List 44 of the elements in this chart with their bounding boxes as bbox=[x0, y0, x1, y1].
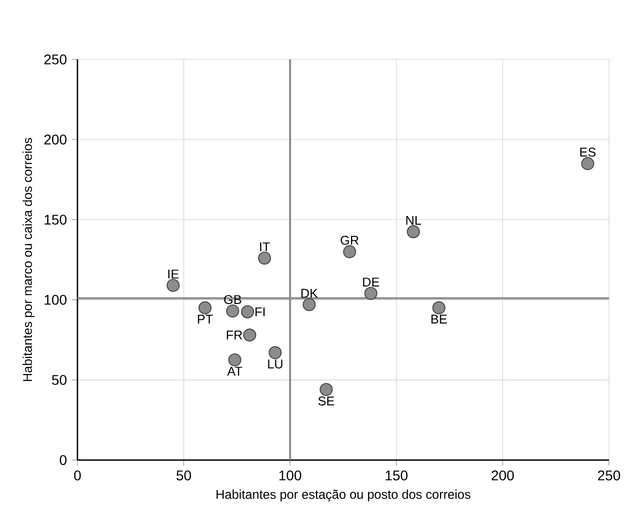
annotation: PT bbox=[198, 314, 213, 324]
y-axis-title: Habitantes por marco ou caixa dos correios bbox=[22, 138, 34, 381]
point bbox=[268, 346, 282, 360]
point bbox=[198, 301, 212, 314]
annotation: AT bbox=[227, 366, 242, 376]
x-axis-title: Habitantes por estação ou posto dos correios bbox=[216, 490, 470, 502]
annotation: FR bbox=[226, 330, 242, 340]
y-tick-label: 0 bbox=[60, 455, 66, 465]
point bbox=[258, 252, 272, 265]
point bbox=[243, 328, 256, 342]
annotation: SE bbox=[318, 396, 334, 406]
x-tick-label: 0 bbox=[74, 470, 81, 480]
annotation: DK bbox=[301, 288, 318, 298]
point bbox=[302, 298, 316, 312]
y-tick-label: 100 bbox=[44, 294, 66, 305]
y-tick-label: 150 bbox=[44, 214, 66, 225]
annotation: FI bbox=[256, 307, 265, 316]
x-tick-label: 200 bbox=[492, 470, 514, 480]
annotation: DE bbox=[363, 278, 380, 286]
annotation: NL bbox=[406, 216, 422, 225]
point bbox=[343, 245, 356, 258]
annotation: GB bbox=[224, 295, 242, 304]
point bbox=[364, 286, 378, 300]
point bbox=[320, 382, 333, 396]
y-tick-label: 250 bbox=[44, 54, 66, 64]
point bbox=[432, 301, 446, 314]
annotation: IT bbox=[260, 242, 270, 252]
point bbox=[166, 278, 180, 292]
x-tick-label: 50 bbox=[176, 470, 192, 480]
annotation: BE bbox=[431, 314, 447, 324]
annotation: LU bbox=[268, 360, 282, 368]
point bbox=[226, 304, 240, 318]
annotation: IE bbox=[168, 270, 179, 278]
point bbox=[228, 353, 242, 366]
y-tick-label: 200 bbox=[44, 134, 66, 144]
y-tick-label: 50 bbox=[52, 374, 66, 385]
point bbox=[240, 305, 254, 318]
point bbox=[406, 225, 420, 238]
x-tick-label: 250 bbox=[598, 470, 620, 480]
annotation: ES bbox=[580, 148, 596, 157]
x-tick-label: 150 bbox=[386, 470, 408, 480]
x-tick-label: 100 bbox=[279, 470, 302, 480]
annotation: GR bbox=[340, 236, 359, 245]
point bbox=[581, 156, 594, 170]
